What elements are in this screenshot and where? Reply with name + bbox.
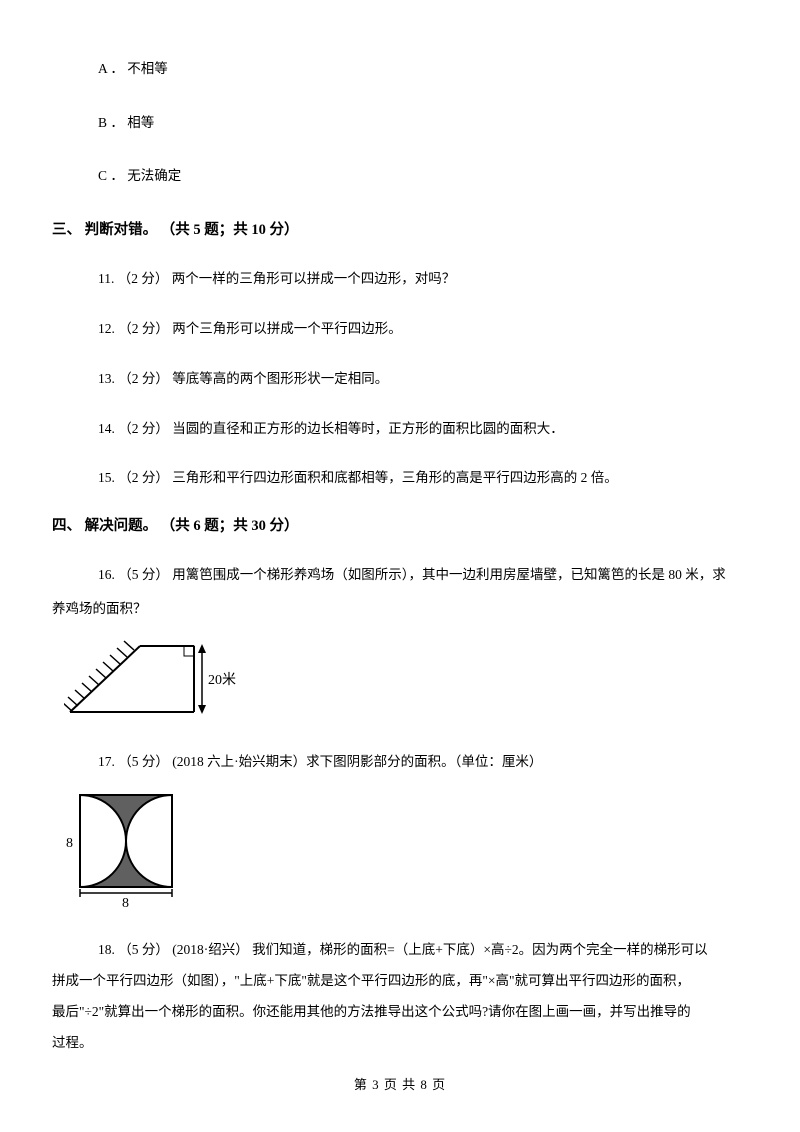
section-3-heading: 三、 判断对错。 （共 5 题；共 10 分） xyxy=(52,217,748,245)
diagram-trapezoid: 20米 xyxy=(64,640,748,734)
question-18-line3: 最后"÷2"就算出一个梯形的面积。你还能用其他的方法推导出这个公式吗?请你在图上… xyxy=(52,996,748,1027)
option-letter: A ． xyxy=(98,61,124,76)
option-text: 不相等 xyxy=(127,61,168,76)
question-16: 16. （5 分） 用篱笆围成一个梯形养鸡场（如图所示），其中一边利用房屋墙壁，… xyxy=(52,560,748,590)
diagram16-label: 20米 xyxy=(208,672,236,688)
option-text: 无法确定 xyxy=(127,168,181,183)
option-b: B ． 相等 xyxy=(52,110,748,136)
question-18-line2: 拼成一个平行四边形（如图），"上底+下底"就是这个平行四边形的底，再"×高"就可… xyxy=(52,965,748,996)
question-18: 18. （5 分） (2018·绍兴） 我们知道，梯形的面积=（上底+下底）×高… xyxy=(52,934,748,1058)
section-4-heading: 四、 解决问题。 （共 6 题；共 30 分） xyxy=(52,513,748,541)
diagram-shaded-square: 8 8 xyxy=(64,791,748,918)
question-13: 13. （2 分） 等底等高的两个图形形状一定相同。 xyxy=(52,364,748,394)
option-a: A ． 不相等 xyxy=(52,56,748,82)
diagram17-bottom-label: 8 xyxy=(122,896,129,909)
question-18-line4: 过程。 xyxy=(52,1027,748,1058)
question-18-line1: 18. （5 分） (2018·绍兴） 我们知道，梯形的面积=（上底+下底）×高… xyxy=(52,934,748,965)
diagram17-side-label: 8 xyxy=(66,836,73,851)
option-text: 相等 xyxy=(127,115,154,130)
option-letter: B ． xyxy=(98,115,124,130)
option-c: C ． 无法确定 xyxy=(52,163,748,189)
question-11: 11. （2 分） 两个一样的三角形可以拼成一个四边形，对吗？ xyxy=(52,264,748,294)
question-15: 15. （2 分） 三角形和平行四边形面积和底都相等，三角形的高是平行四边形高的… xyxy=(52,463,748,493)
question-14: 14. （2 分） 当圆的直径和正方形的边长相等时，正方形的面积比圆的面积大． xyxy=(52,414,748,444)
question-17: 17. （5 分） (2018 六上·始兴期末）求下图阴影部分的面积。（单位：厘… xyxy=(52,747,748,777)
option-letter: C ． xyxy=(98,168,124,183)
question-12: 12. （2 分） 两个三角形可以拼成一个平行四边形。 xyxy=(52,314,748,344)
question-16-line2: 养鸡场的面积？ xyxy=(52,594,748,624)
page-footer: 第 3 页 共 8 页 xyxy=(0,1073,800,1098)
question-16-line1: 16. （5 分） 用篱笆围成一个梯形养鸡场（如图所示），其中一边利用房屋墙壁，… xyxy=(98,560,748,590)
